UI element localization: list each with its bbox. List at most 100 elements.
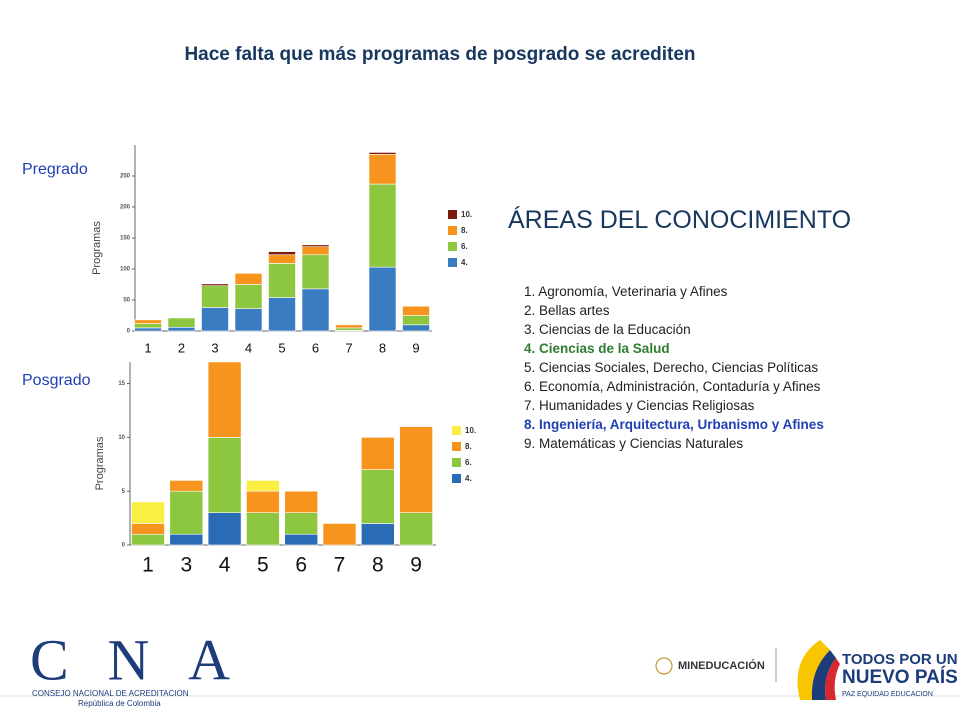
- bar-segment: [234, 273, 263, 285]
- bar-segment: [301, 288, 330, 332]
- bar-segment: [169, 490, 204, 535]
- bar-segment: [360, 523, 395, 546]
- legend-label: 6.: [461, 242, 468, 251]
- x-tick-label: 1: [142, 554, 154, 577]
- y-tick-label: 150: [120, 236, 131, 242]
- x-tick-label: 7: [345, 340, 352, 355]
- y-tick-label: 250: [120, 174, 131, 180]
- y-tick-label: 5: [122, 489, 126, 495]
- x-tick-label: 4: [219, 554, 231, 577]
- bar-segment: [134, 323, 162, 329]
- legend-swatch: [448, 258, 457, 267]
- bar-segment: [368, 152, 397, 155]
- bar-segment: [201, 307, 229, 332]
- bar-segment: [368, 154, 397, 185]
- bar-segment: [246, 490, 280, 514]
- x-tick-label: 1: [144, 340, 151, 355]
- y-tick-label: 15: [118, 381, 125, 387]
- slide-title: Hace falta que más programas de posgrado…: [184, 44, 696, 65]
- x-tick-label: 5: [257, 554, 269, 577]
- bar-segment: [301, 254, 330, 290]
- x-tick-label: 9: [412, 340, 419, 355]
- area-item: 5. Ciencias Sociales, Derecho, Ciencias …: [524, 360, 819, 375]
- bar-segment: [335, 327, 363, 331]
- bar-segment: [402, 324, 430, 332]
- bar-segment: [207, 512, 242, 546]
- bar-segment: [268, 297, 296, 332]
- x-tick-label: 7: [334, 554, 346, 577]
- bar-segment: [167, 317, 196, 328]
- bar-segment: [284, 533, 319, 546]
- x-tick-label: 9: [410, 554, 422, 577]
- area-item: 9. Matemáticas y Ciencias Naturales: [524, 436, 744, 451]
- bar-segment: [399, 426, 433, 514]
- x-tick-label: 4: [245, 340, 252, 355]
- legend-swatch: [448, 210, 457, 219]
- legend-label: 6.: [465, 458, 472, 467]
- x-tick-label: 3: [211, 340, 218, 355]
- area-item: 4. Ciencias de la Salud: [524, 341, 670, 356]
- y-tick-label: 100: [120, 267, 131, 273]
- bar-segment: [131, 501, 165, 524]
- areas-title: ÁREAS DEL CONOCIMIENTO: [508, 206, 852, 234]
- legend-swatch: [448, 242, 457, 251]
- legend-swatch: [452, 458, 461, 467]
- bar-segment: [134, 319, 162, 324]
- legend-label: 8.: [461, 226, 468, 235]
- bar-segment: [402, 305, 430, 316]
- legend-label: 10.: [465, 426, 476, 435]
- bar-segment: [268, 251, 296, 256]
- x-tick-label: 2: [178, 340, 185, 355]
- bar-segment: [399, 512, 433, 546]
- bar-segment: [134, 327, 162, 332]
- bar-segment: [368, 266, 397, 332]
- bar-segment: [360, 437, 395, 470]
- y-axis-label: Programas: [94, 436, 106, 490]
- bar-segment: [268, 254, 296, 264]
- legend-label: 10.: [461, 210, 472, 219]
- bar-segment: [167, 326, 196, 332]
- legend-swatch: [452, 474, 461, 483]
- x-tick-label: 6: [312, 340, 319, 355]
- x-tick-label: 5: [278, 340, 285, 355]
- legend-label: 4.: [465, 474, 472, 483]
- bar-segment: [169, 480, 204, 492]
- bar-segment: [201, 285, 229, 308]
- y-tick-label: 0: [127, 329, 131, 335]
- y-tick-label: 50: [123, 298, 130, 304]
- area-item: 2. Bellas artes: [524, 303, 610, 318]
- bar-segment: [234, 308, 263, 332]
- legend-label: 4.: [461, 258, 468, 267]
- area-item: 3. Ciencias de la Educación: [524, 322, 691, 337]
- chart-title: Pregrado: [22, 161, 88, 178]
- bar-segment: [284, 490, 319, 514]
- bar-segment: [234, 284, 263, 309]
- bar-segment: [360, 469, 395, 524]
- area-item: 7. Humanidades y Ciencias Religiosas: [524, 398, 755, 413]
- x-tick-label: 3: [180, 554, 192, 577]
- x-tick-label: 8: [379, 340, 386, 355]
- bar-segment: [322, 523, 357, 546]
- bar-segment: [131, 533, 165, 546]
- chart-title: Posgrado: [22, 372, 91, 389]
- area-item: 1. Agronomía, Veterinaria y Afines: [524, 284, 728, 299]
- legend-swatch: [452, 426, 461, 435]
- legend-swatch: [452, 442, 461, 451]
- bar-segment: [301, 246, 330, 256]
- bar-segment: [368, 183, 397, 268]
- legend-swatch: [448, 226, 457, 235]
- legend-label: 8.: [465, 442, 472, 451]
- y-tick-label: 10: [118, 435, 125, 441]
- bar-segment: [207, 437, 242, 514]
- bar-segment: [246, 480, 280, 492]
- bar-segment: [301, 244, 330, 247]
- area-item: 8. Ingeniería, Arquitectura, Urbanismo y…: [524, 417, 824, 432]
- bar-segment: [284, 512, 319, 535]
- bar-segment: [246, 512, 280, 546]
- bar-segment: [268, 263, 296, 298]
- x-tick-label: 6: [295, 554, 307, 577]
- x-tick-label: 8: [372, 554, 384, 577]
- area-item: 6. Economía, Administración, Contaduría …: [524, 379, 821, 394]
